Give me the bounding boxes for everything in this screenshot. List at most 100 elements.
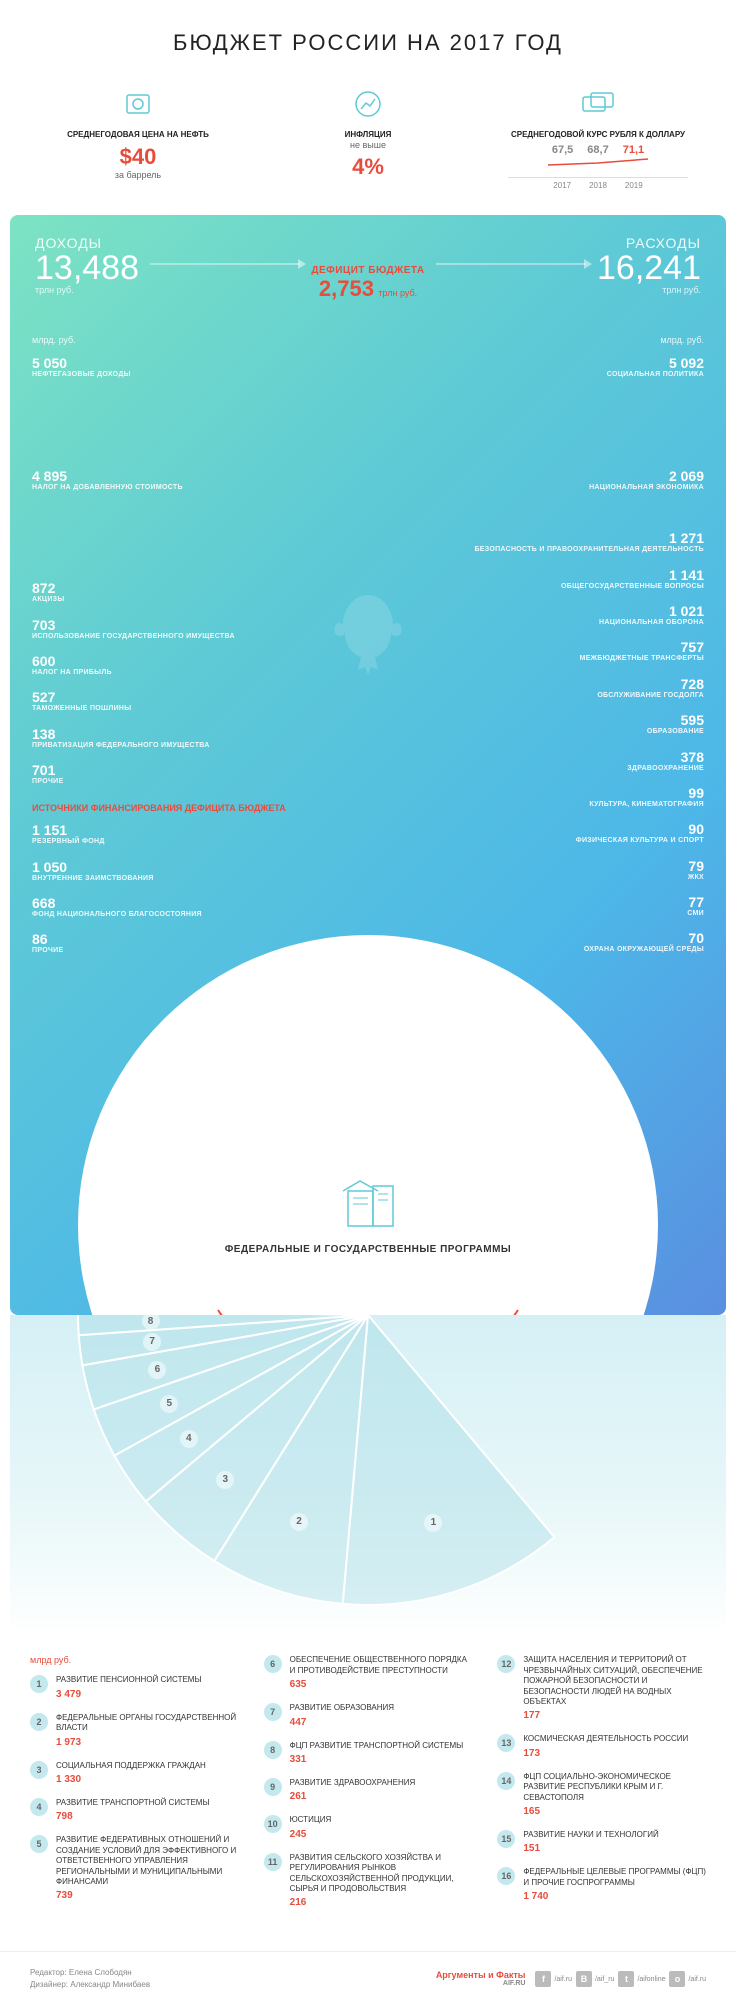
flow-item: 378 ЗДРАВООХРАНЕНИЕ [426,745,726,777]
flow-item: 872 АКЦИЗЫ [10,576,310,608]
slice-number: 3 [216,1471,234,1489]
kurs-values: 67,5 68,7 71,1 [508,144,688,156]
indicator-sub: за баррель [48,170,228,180]
chart-up-icon [278,86,458,122]
program-number: 5 [30,1835,48,1853]
program-number: 11 [264,1853,282,1871]
fan-chart: 12345678910111213141516 [10,1315,726,1635]
program-number: 6 [264,1655,282,1673]
sankey-diagram: ДОХОДЫ 13,488 трлн руб. РАСХОДЫ 16,241 т… [10,215,726,1315]
slice-number: 7 [143,1333,161,1351]
program-number: 13 [497,1734,515,1752]
program-item: 9 РАЗВИТИЕ ЗДРАВООХРАНЕНИЯ261 [264,1778,473,1803]
deficit-block: ДЕФИЦИТ БЮДЖЕТА 2,753 трлн руб. [311,265,424,302]
flow-item: 527 ТАМОЖЕННЫЕ ПОШЛИНЫ [10,685,310,717]
income-header: ДОХОДЫ 13,488 трлн руб. [35,235,139,295]
program-item: 1 РАЗВИТИЕ ПЕНСИОННОЙ СИСТЕМЫ3 479 [30,1675,239,1700]
program-number: 15 [497,1830,515,1848]
flow-item: 595 ОБРАЗОВАНИЕ [426,708,726,740]
social-link[interactable]: /aif_ru [595,1976,614,1983]
program-number: 1 [30,1675,48,1693]
slice-number: 4 [180,1430,198,1448]
footer: Редактор: Елена Слободян Дизайнер: Алекс… [0,1951,736,2016]
income-column: млрд. руб. 5 050 НЕФТЕГАЗОВЫЕ ДОХОДЫ 4 8… [10,335,310,963]
program-item: 6 ОБЕСПЕЧЕНИЕ ОБЩЕСТВЕННОГО ПОРЯДКА И ПР… [264,1655,473,1691]
flow-item: 77 СМИ [426,890,726,922]
kurs-line-chart [538,157,658,169]
social-icon[interactable]: t [618,1971,634,1987]
flow-item: 5 092 СОЦИАЛЬНАЯ ПОЛИТИКА [426,351,726,383]
flow-item: 728 ОБСЛУЖИВАНИЕ ГОСДОЛГА [426,672,726,704]
expense-header: РАСХОДЫ 16,241 трлн руб. [597,235,701,295]
deficit-sources-label: ИСТОЧНИКИ ФИНАНСИРОВАНИЯ ДЕФИЦИТА БЮДЖЕТ… [10,795,310,819]
social-link[interactable]: /aif.ru [554,1976,572,1983]
programs-list: млрд руб. 1 РАЗВИТИЕ ПЕНСИОННОЙ СИСТЕМЫ3… [0,1635,736,1951]
flow-item: 1 050 ВНУТРЕННИЕ ЗАИМСТВОВАНИЯ [10,855,310,887]
program-item: 13 КОСМИЧЕСКАЯ ДЕЯТЕЛЬНОСТЬ РОССИИ173 [497,1734,706,1759]
flow-item: 757 МЕЖБЮДЖЕТНЫЕ ТРАНСФЕРТЫ [426,635,726,667]
program-item: 12 ЗАЩИТА НАСЕЛЕНИЯ И ТЕРРИТОРИЙ ОТ ЧРЕЗ… [497,1655,706,1722]
social-link[interactable]: /aif.ru [688,1976,706,1983]
circle-content: ФЕДЕРАЛЬНЫЕ И ГОСУДАРСТВЕННЫЕ ПРОГРАММЫ [218,1176,518,1255]
program-item: 2 ФЕДЕРАЛЬНЫЕ ОРГАНЫ ГОСУДАРСТВЕННОЙ ВЛА… [30,1713,239,1749]
program-number: 8 [264,1741,282,1759]
indicator-label: ИНФЛЯЦИЯ [278,130,458,140]
social-icon[interactable]: o [669,1971,685,1987]
program-number: 10 [264,1815,282,1833]
indicators-row: СРЕДНЕГОДОВАЯ ЦЕНА НА НЕФТЬ $40 за барре… [0,76,736,215]
flow-item: 703 ИСПОЛЬЗОВАНИЕ ГОСУДАРСТВЕННОГО ИМУЩЕ… [10,613,310,645]
flow-item: 600 НАЛОГ НА ПРИБЫЛЬ [10,649,310,681]
program-item: 11 РАЗВИТИЯ СЕЛЬСКОГО ХОЗЯЙСТВА И РЕГУЛИ… [264,1853,473,1910]
indicator-value: 4% [278,154,458,180]
social-link[interactable]: /aifonline [637,1976,665,1983]
flow-item: 1 021 НАЦИОНАЛЬНАЯ ОБОРОНА [426,599,726,631]
program-number: 14 [497,1772,515,1790]
program-number: 3 [30,1761,48,1779]
expense-column: млрд. руб. 5 092 СОЦИАЛЬНАЯ ПОЛИТИКА 2 0… [426,335,726,962]
program-item: 5 РАЗВИТИЕ ФЕДЕРАТИВНЫХ ОТНОШЕНИЙ И СОЗД… [30,1835,239,1902]
program-number: 12 [497,1655,515,1673]
program-item: 4 РАЗВИТИЕ ТРАНСПОРТНОЙ СИСТЕМЫ798 [30,1798,239,1823]
indicator-label: СРЕДНЕГОДОВОЙ КУРС РУБЛЯ К ДОЛЛАРУ [508,130,688,140]
money-icon [508,86,688,122]
social-icon[interactable]: f [535,1971,551,1987]
credits: Редактор: Елена Слободян Дизайнер: Алекс… [30,1967,150,1991]
slice-number: 2 [290,1513,308,1531]
flow-item: 90 ФИЗИЧЕСКАЯ КУЛЬТУРА И СПОРТ [426,817,726,849]
building-icon [218,1176,518,1236]
social-icon[interactable]: B [576,1971,592,1987]
flow-item: 1 141 ОБЩЕГОСУДАРСТВЕННЫЕ ВОПРОСЫ [426,563,726,595]
program-number: 7 [264,1703,282,1721]
indicator-value: $40 [48,144,228,170]
program-item: 8 ФЦП РАЗВИТИЕ ТРАНСПОРТНОЙ СИСТЕМЫ331 [264,1741,473,1766]
logo: Аргументы и Факты AIF.RU [436,1971,526,1987]
program-number: 2 [30,1713,48,1731]
program-item: 10 ЮСТИЦИЯ245 [264,1815,473,1840]
program-item: 15 РАЗВИТИЕ НАУКИ И ТЕХНОЛОГИЙ151 [497,1830,706,1855]
flow-item: 79 ЖКХ [426,854,726,886]
brand: Аргументы и Факты AIF.RU f/aif.ru B/aif_r… [436,1971,706,1987]
flow-item: 2 069 НАЦИОНАЛЬНАЯ ЭКОНОМИКА [426,464,726,496]
flow-item: 1 271 БЕЗОПАСНОСТЬ И ПРАВООХРАНИТЕЛЬНАЯ … [426,526,726,558]
flow-item: 138 ПРИВАТИЗАЦИЯ ФЕДЕРАЛЬНОГО ИМУЩЕСТВА [10,722,310,754]
indicator-oil: СРЕДНЕГОДОВАЯ ЦЕНА НА НЕФТЬ $40 за барре… [48,86,228,190]
program-number: 4 [30,1798,48,1816]
indicator-kurs: СРЕДНЕГОДОВОЙ КУРС РУБЛЯ К ДОЛЛАРУ 67,5 … [508,86,688,190]
program-item: 7 РАЗВИТИЕ ОБРАЗОВАНИЯ447 [264,1703,473,1728]
flow-item: 4 895 НАЛОГ НА ДОБАВЛЕННУЮ СТОИМОСТЬ [10,464,310,496]
flow-item: 1 151 РЕЗЕРВНЫЙ ФОНД [10,818,310,850]
kurs-years: 2017 2018 2019 [508,177,688,190]
program-number: 9 [264,1778,282,1796]
program-item: 14 ФЦП СОЦИАЛЬНО-ЭКОНОМИЧЕСКОЕ РАЗВИТИЕ … [497,1772,706,1818]
program-item: 3 СОЦИАЛЬНАЯ ПОДДЕРЖКА ГРАЖДАН1 330 [30,1761,239,1786]
program-item: 16 ФЕДЕРАЛЬНЫЕ ЦЕЛЕВЫЕ ПРОГРАММЫ (ФЦП) И… [497,1867,706,1903]
flow-item: 5 050 НЕФТЕГАЗОВЫЕ ДОХОДЫ [10,351,310,383]
indicator-pre: не выше [278,140,458,150]
flow-item: 99 КУЛЬТУРА, КИНЕМАТОГРАФИЯ [426,781,726,813]
program-number: 16 [497,1867,515,1885]
flow-item: 701 ПРОЧИЕ [10,758,310,790]
indicator-inflation: ИНФЛЯЦИЯ не выше 4% [278,86,458,190]
indicator-label: СРЕДНЕГОДОВАЯ ЦЕНА НА НЕФТЬ [48,130,228,140]
red-arc [168,1270,568,1315]
oil-icon [48,86,228,122]
